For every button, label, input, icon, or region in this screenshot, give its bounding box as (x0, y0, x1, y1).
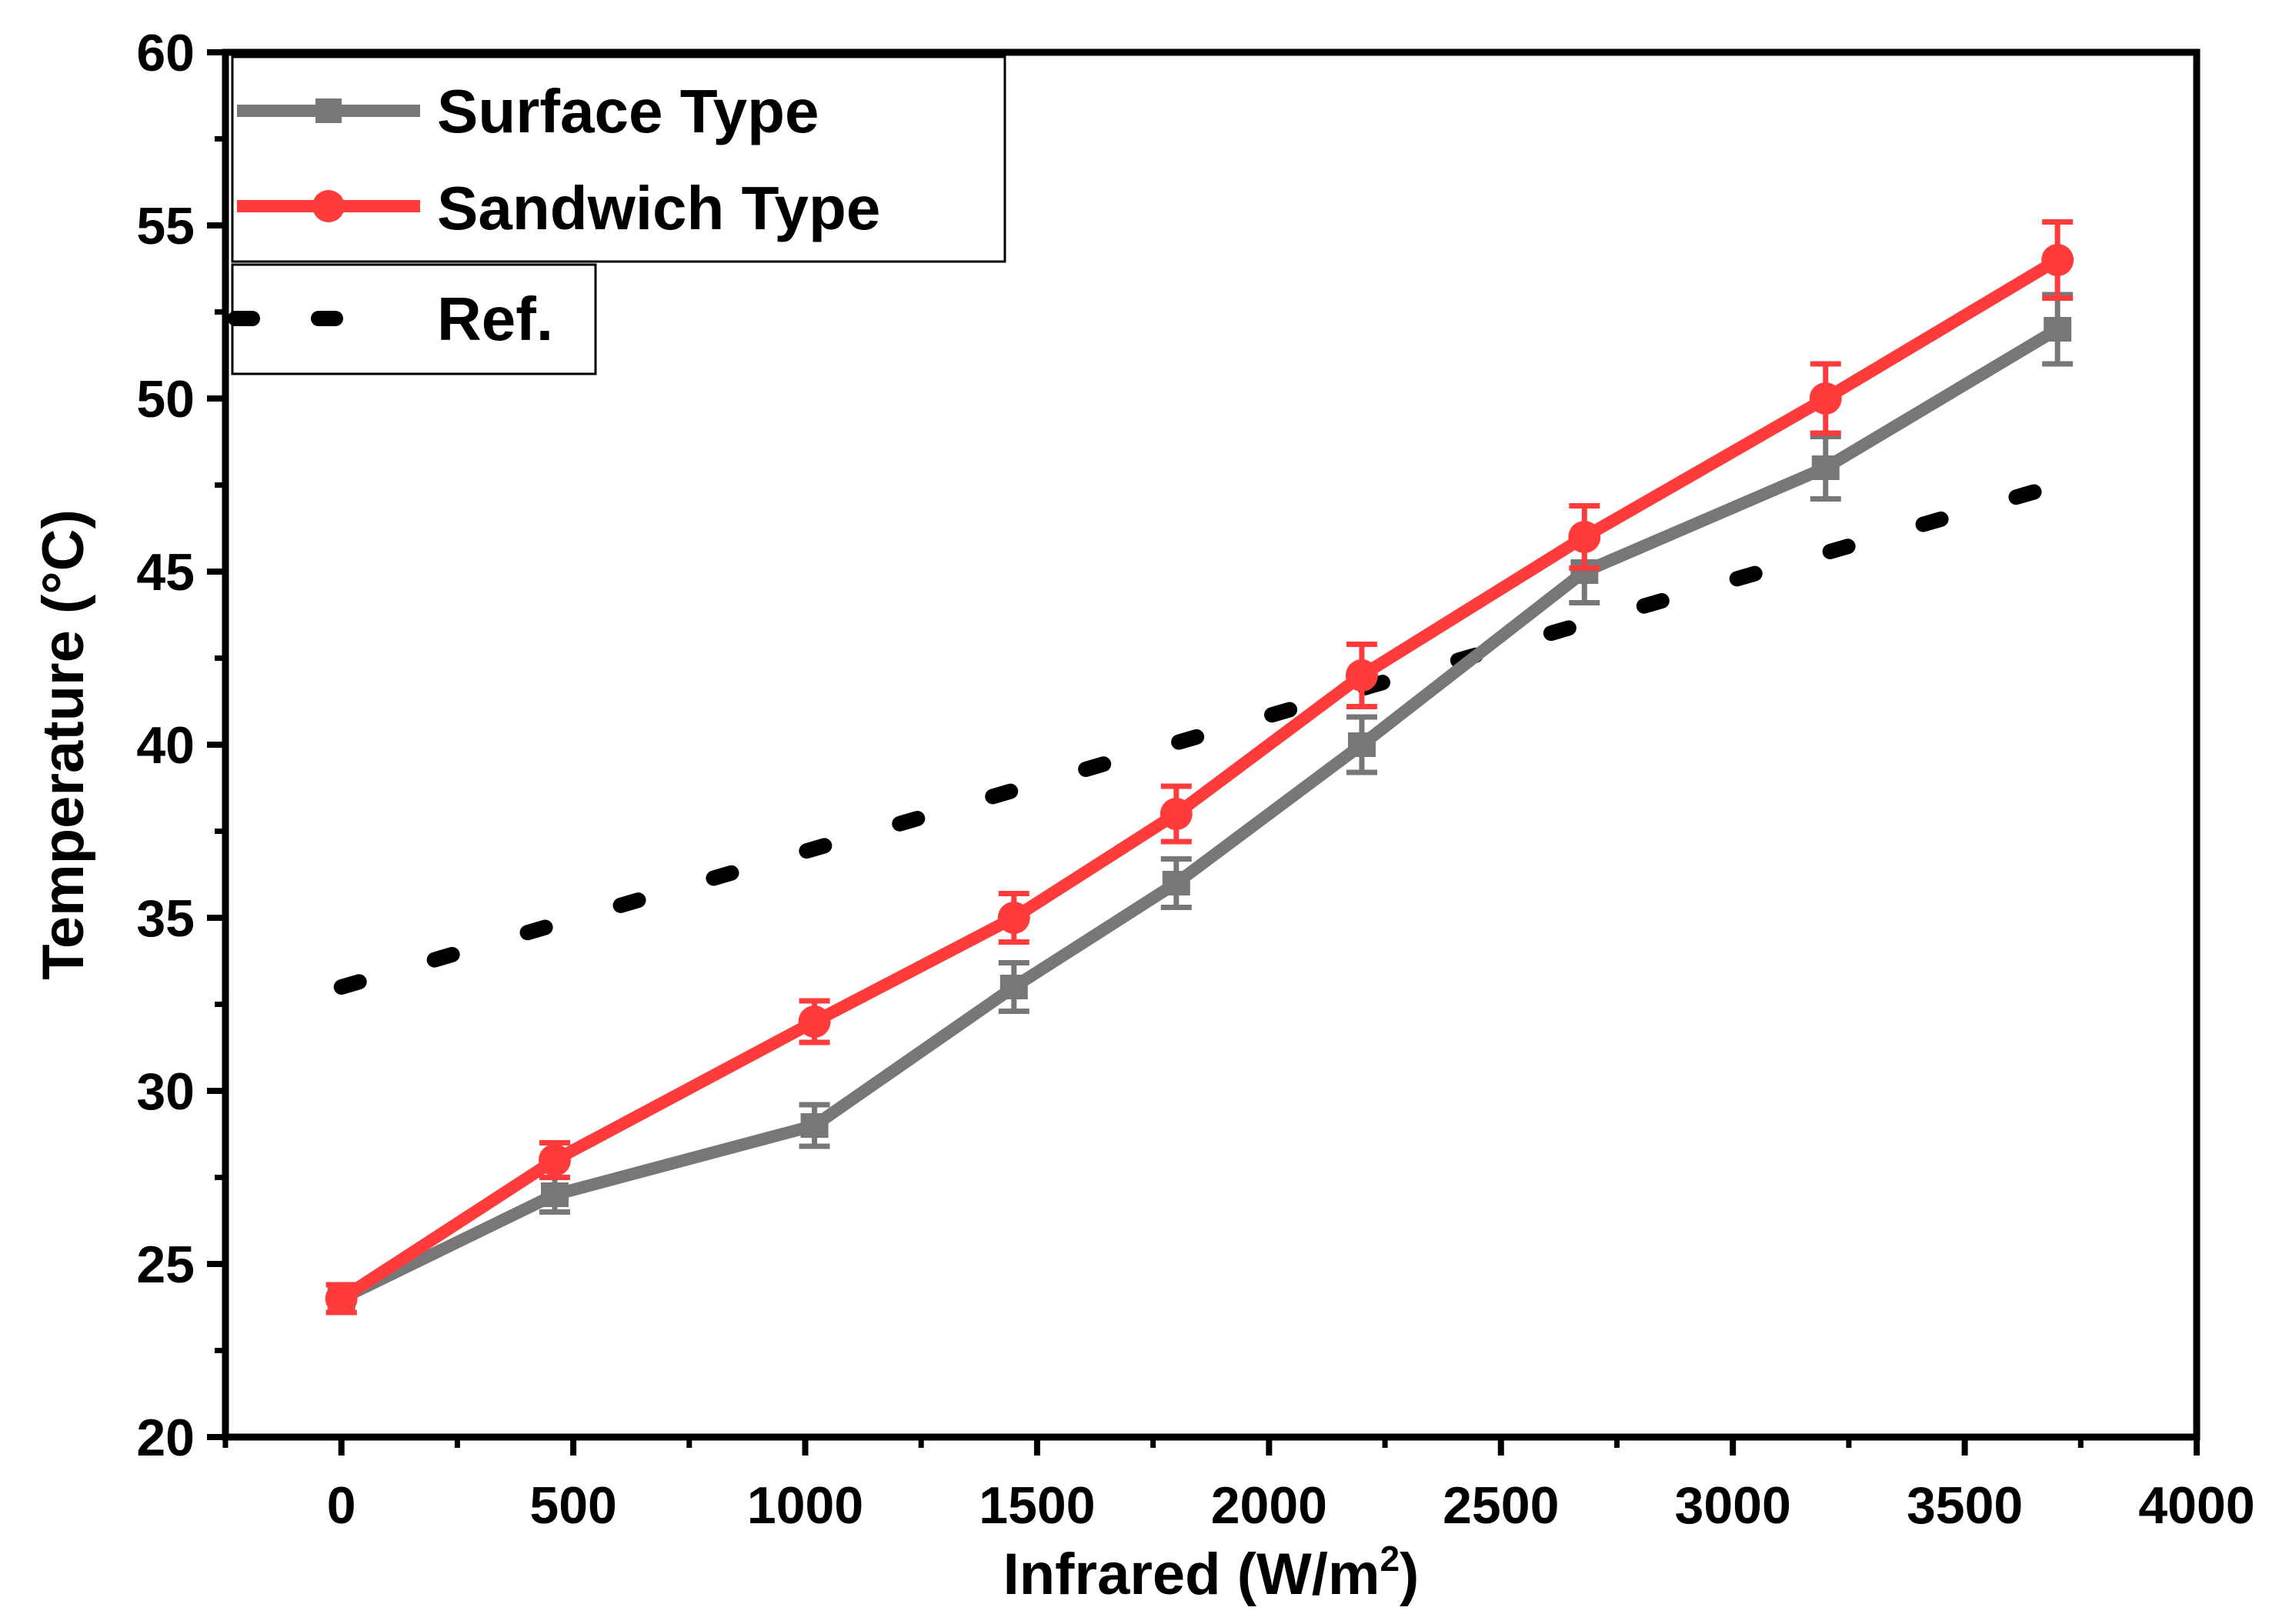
legend: Surface Type Sandwich Type (231, 55, 1006, 263)
series-layer (325, 219, 2074, 1316)
legend-label-sandwich: Sandwich Type (437, 174, 880, 242)
y-tick-label: 35 (136, 889, 195, 948)
legend-label-surface: Surface Type (437, 77, 819, 145)
data-point (1160, 798, 1193, 830)
x-axis-title-main: Infrared (W/m (1003, 1542, 1380, 1607)
legend-ref: Ref. (228, 263, 597, 375)
data-point (1811, 455, 1840, 480)
x-tick-label: 500 (529, 1476, 616, 1535)
y-tick-label: 20 (136, 1409, 195, 1467)
y-tick-label: 30 (136, 1062, 195, 1121)
legend-marker-surface (315, 98, 342, 123)
series-line (339, 324, 2061, 1305)
data-point (999, 975, 1028, 999)
y-tick-label: 55 (136, 197, 195, 255)
data-point (800, 1113, 829, 1138)
data-point (541, 1182, 569, 1207)
series-sandwich-type (325, 219, 2074, 1316)
y-tick-label: 45 (136, 543, 195, 602)
data-point (997, 902, 1030, 934)
data-point (1809, 382, 1842, 415)
x-tick-label: 3000 (1675, 1476, 1791, 1535)
legend-box (231, 55, 1006, 263)
legend-label-ref: Ref. (437, 285, 553, 353)
x-tick-label: 1500 (979, 1476, 1095, 1535)
y-axis-title: Temperature (°C) (31, 509, 96, 980)
x-tick-label: 0 (327, 1476, 356, 1535)
y-tick-label: 60 (136, 24, 195, 82)
x-tick-label: 4000 (2138, 1476, 2254, 1535)
x-tick-label: 3500 (1907, 1476, 2023, 1535)
x-axis-title-sup: 2 (1380, 1539, 1400, 1579)
data-point (1162, 871, 1190, 895)
data-point (539, 1144, 572, 1176)
data-point (1345, 659, 1378, 692)
x-axis-title-suffix: ) (1400, 1542, 1419, 1607)
series-line (338, 255, 2061, 1304)
data-point (325, 1282, 358, 1315)
data-point (2044, 317, 2072, 342)
legend-ref-box (231, 263, 597, 375)
x-axis-title: Infrared (W/m2) (1003, 1539, 1420, 1607)
legend-marker-sandwich (312, 190, 345, 222)
y-tick-label: 25 (136, 1236, 195, 1294)
data-point (2041, 244, 2074, 276)
y-tick-label: 50 (136, 370, 195, 429)
reference-line-layer (333, 477, 2066, 995)
data-point (1347, 732, 1376, 757)
data-point (1568, 521, 1601, 553)
x-tick-label: 2000 (1211, 1476, 1327, 1535)
reference-line (333, 477, 2066, 995)
tick-layer: 0 500 1000 1500 2000 2500 3000 3500 4000 20 25 30 35… (136, 24, 2254, 1535)
x-tick-label: 2500 (1443, 1476, 1559, 1535)
data-point (798, 1005, 831, 1038)
y-tick-label: 40 (136, 716, 195, 775)
x-tick-label: 1000 (747, 1476, 863, 1535)
